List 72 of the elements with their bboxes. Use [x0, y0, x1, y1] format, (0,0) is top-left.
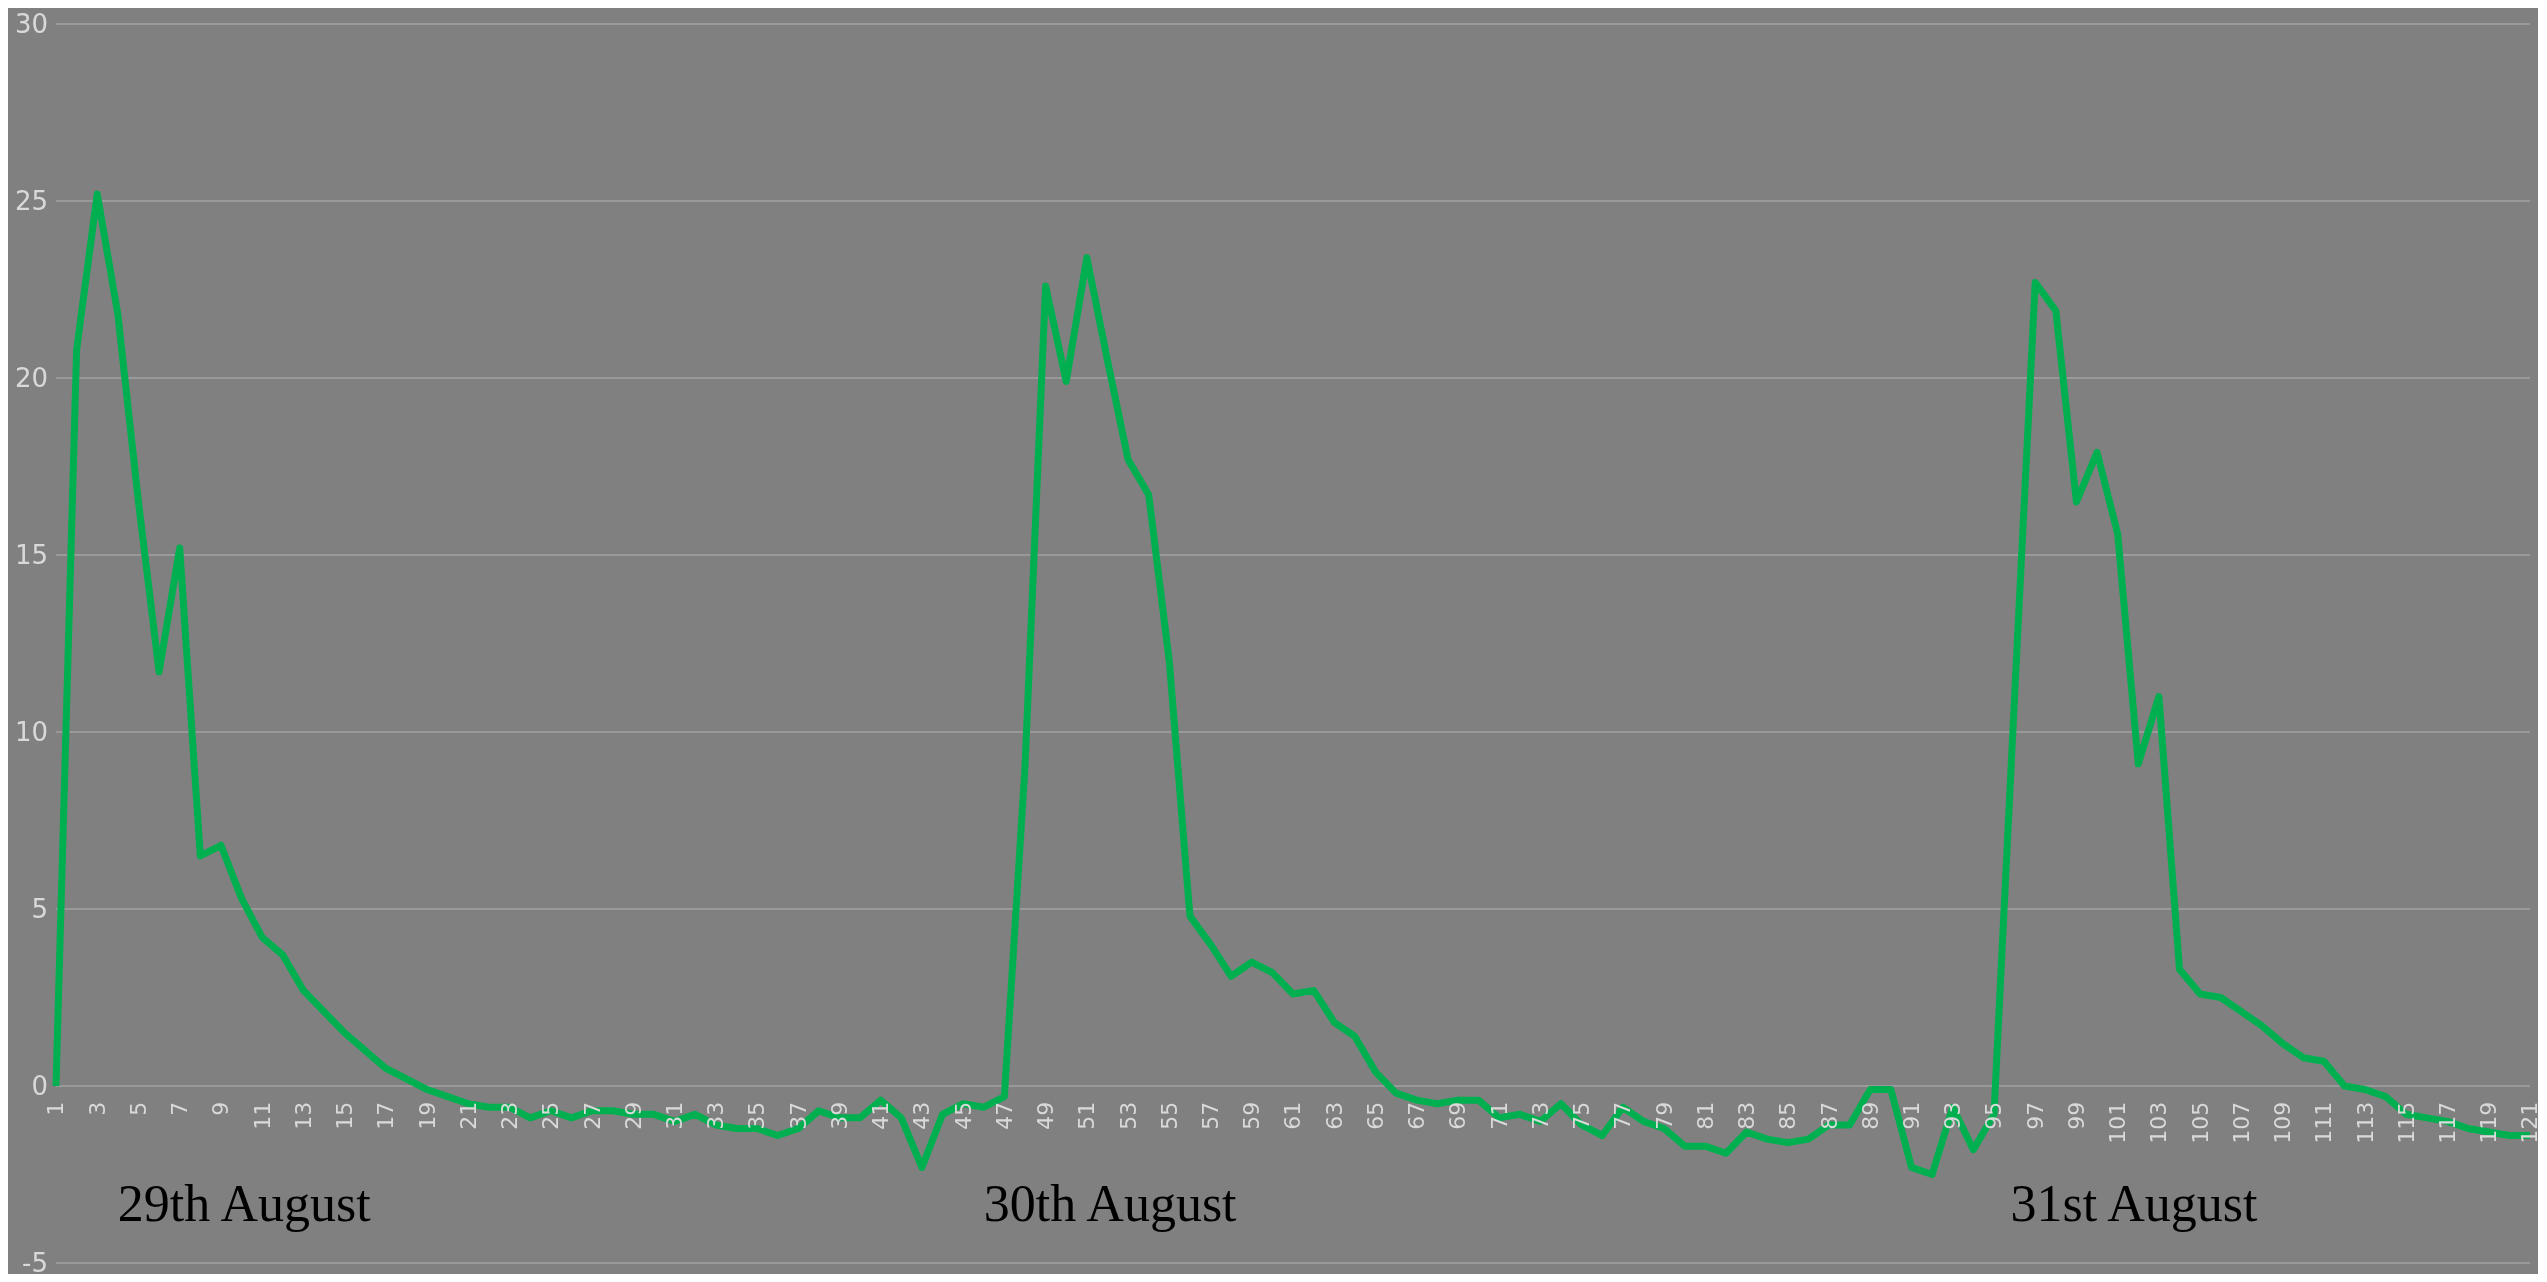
x-tick-label: 21 [455, 1101, 481, 1130]
x-tick-label: 65 [1362, 1101, 1388, 1130]
x-tick-label: 41 [868, 1101, 894, 1130]
x-tick-label: 117 [2435, 1101, 2461, 1144]
x-tick-label: 47 [991, 1101, 1017, 1130]
x-tick-label: 27 [579, 1101, 605, 1130]
x-tick-label: 105 [2187, 1101, 2213, 1144]
x-tick-label: 103 [2146, 1101, 2172, 1144]
x-tick-label: 51 [1074, 1101, 1100, 1130]
annotation: 30th August [983, 1173, 1237, 1233]
x-tick-label: 77 [1610, 1101, 1636, 1130]
x-tick-label: 39 [826, 1101, 852, 1130]
x-tick-label: 101 [2105, 1101, 2131, 1144]
x-tick-label: 111 [2311, 1101, 2337, 1144]
x-tick-label: 87 [1816, 1101, 1842, 1130]
y-tick-label: 20 [14, 363, 48, 394]
x-tick-label: 113 [2352, 1101, 2378, 1144]
x-tick-label: 85 [1775, 1101, 1801, 1130]
y-tick-label: -5 [22, 1248, 48, 1279]
x-tick-label: 17 [373, 1101, 399, 1130]
x-tick-label: 55 [1156, 1101, 1182, 1130]
x-tick-label: 37 [785, 1101, 811, 1130]
x-tick-label: 11 [249, 1101, 275, 1130]
x-tick-label: 33 [703, 1101, 729, 1130]
x-tick-label: 91 [1899, 1101, 1924, 1130]
x-tick-label: 25 [538, 1101, 564, 1130]
y-tick-label: 10 [14, 717, 48, 748]
x-tick-label: 95 [1981, 1101, 2007, 1130]
x-tick-label: 19 [414, 1101, 440, 1130]
annotation: 29th August [117, 1173, 371, 1233]
x-tick-label: 1 [43, 1101, 69, 1116]
x-tick-label: 67 [1404, 1101, 1430, 1130]
x-tick-label: 49 [1033, 1101, 1059, 1130]
x-tick-label: 61 [1280, 1101, 1306, 1130]
annotation: 31st August [2010, 1173, 2258, 1233]
x-tick-label: 119 [2476, 1101, 2502, 1144]
x-tick-label: 99 [2063, 1101, 2089, 1130]
y-tick-label: 15 [14, 540, 48, 571]
x-tick-label: 7 [167, 1101, 193, 1116]
x-tick-label: 71 [1486, 1101, 1512, 1130]
x-tick-label: 69 [1445, 1101, 1471, 1130]
x-tick-label: 63 [1321, 1101, 1347, 1130]
x-tick-label: 107 [2228, 1101, 2254, 1144]
x-tick-label: 73 [1527, 1101, 1553, 1130]
x-tick-label: 83 [1734, 1101, 1760, 1130]
x-tick-label: 3 [84, 1101, 110, 1116]
y-tick-label: 25 [14, 186, 48, 217]
x-tick-label: 75 [1569, 1101, 1595, 1130]
x-tick-label: 23 [497, 1101, 523, 1130]
x-tick-label: 93 [1940, 1101, 1966, 1130]
x-tick-label: 57 [1198, 1101, 1224, 1130]
y-tick-label: 30 [14, 9, 48, 40]
x-tick-label: 29 [620, 1101, 646, 1130]
x-tick-label: 115 [2393, 1101, 2419, 1144]
y-tick-label: 5 [31, 894, 48, 925]
x-tick-label: 35 [744, 1101, 770, 1130]
x-tick-label: 109 [2270, 1101, 2296, 1144]
x-tick-label: 97 [2022, 1101, 2048, 1130]
y-tick-label: 0 [31, 1071, 48, 1102]
x-tick-label: 43 [909, 1101, 935, 1130]
x-tick-label: 13 [290, 1101, 316, 1130]
x-tick-label: 31 [662, 1101, 687, 1130]
x-tick-label: 5 [125, 1101, 151, 1116]
x-tick-label: 45 [950, 1101, 976, 1130]
x-tick-label: 79 [1651, 1101, 1677, 1130]
x-tick-label: 59 [1239, 1101, 1265, 1130]
x-tick-label: 9 [208, 1101, 234, 1116]
x-tick-label: 15 [332, 1101, 358, 1130]
x-tick-label: 89 [1857, 1101, 1883, 1130]
x-tick-label: 53 [1115, 1101, 1141, 1130]
x-tick-label: 81 [1692, 1101, 1718, 1130]
x-tick-label: 121 [2517, 1101, 2543, 1144]
